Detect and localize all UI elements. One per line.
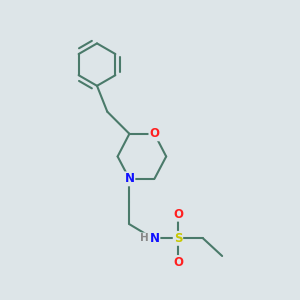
Text: S: S <box>174 232 182 245</box>
Text: O: O <box>173 208 183 221</box>
Text: N: N <box>149 232 159 245</box>
Text: O: O <box>173 256 183 269</box>
Text: N: N <box>124 172 134 185</box>
Text: H: H <box>140 233 149 243</box>
Text: O: O <box>149 127 159 140</box>
